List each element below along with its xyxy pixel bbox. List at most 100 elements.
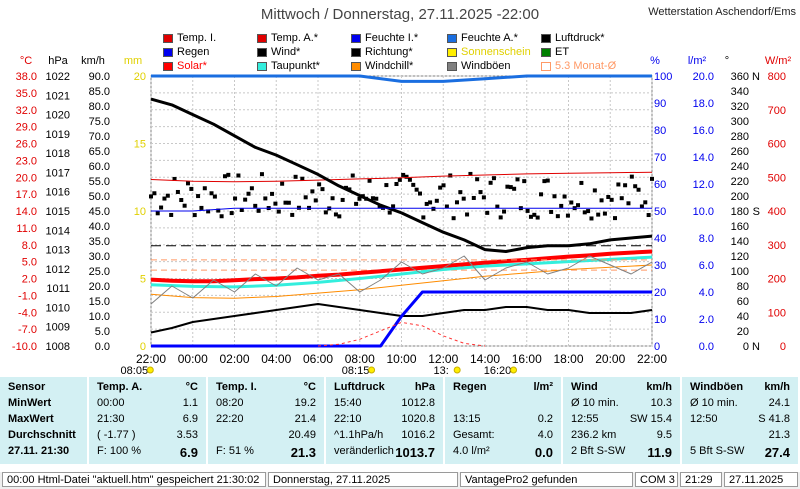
et-tick-label: 12.0: [693, 179, 714, 191]
series-line: [151, 290, 652, 348]
x-tick-label: 22:00: [637, 352, 667, 366]
direction-point: [512, 186, 517, 191]
direction-point: [199, 205, 204, 210]
stats-value: S 41.8: [758, 413, 790, 425]
direction-point: [374, 196, 379, 201]
stats-row: ( -1.77 ) 3.53: [89, 429, 206, 445]
dir-compass-label: N: [752, 341, 760, 353]
direction-point: [172, 176, 177, 181]
stats-label: 21:30: [97, 413, 125, 425]
et-tick-label: 18.0: [693, 98, 714, 110]
solar-tick-label: 800: [768, 71, 786, 83]
direction-point: [639, 204, 644, 209]
humidity-tick-label: 90: [654, 98, 666, 110]
series-line: [151, 207, 652, 212]
stats-label: 2 Bft S-SW: [571, 445, 626, 457]
direction-point: [397, 177, 402, 182]
stats-label: MaxWert: [8, 413, 54, 425]
direction-point: [636, 187, 641, 192]
temp-tick-label: 8.0: [22, 240, 37, 252]
dir-tick-label: 320: [731, 101, 749, 113]
stats-value: 4.0: [537, 429, 553, 441]
legend-item: Sonnenschein: [447, 46, 531, 58]
direction-point: [222, 174, 227, 179]
direction-point: [592, 188, 597, 193]
sun-marker: [510, 366, 518, 374]
stats-row: Temp. I. °C: [208, 381, 324, 397]
stats-panel: Regen l/m² 13:15 0.2 Gesamt: 4.0 4.0 l/m² 0.0: [445, 377, 563, 464]
pressure-tick-label: 1010: [46, 302, 70, 314]
x-tick-label: 22:00: [136, 352, 166, 366]
status-cell: 21:29: [680, 472, 722, 487]
temp-tick-label: -7.0: [18, 324, 37, 336]
direction-point: [233, 196, 238, 201]
legend-swatch: [257, 47, 267, 57]
pressure-tick-label: 1016: [46, 187, 70, 199]
direction-point: [337, 214, 342, 219]
stats-value: °C: [185, 381, 198, 393]
stats-row: 13:15 0.2: [445, 413, 561, 429]
stats-label: 12:55: [571, 413, 599, 425]
direction-point: [330, 196, 335, 201]
legend-label: Feuchte I.*: [365, 32, 419, 44]
direction-point: [444, 204, 449, 209]
series-line: [317, 321, 486, 347]
stats-value: 9.5: [656, 429, 672, 441]
et-tick-label: 16.0: [693, 125, 714, 137]
direction-point: [539, 192, 544, 197]
direction-point: [165, 193, 170, 198]
legend-label: Solar*: [177, 60, 207, 72]
stats-row: Ø 10 min. 24.1: [682, 397, 798, 413]
temp-tick-label: 5.0: [22, 257, 37, 269]
stats-label: F: 51 %: [216, 445, 254, 457]
legend-item: Luftdruck*: [541, 32, 605, 44]
wind-tick-label: 25.0: [89, 266, 110, 278]
direction-point: [333, 212, 338, 217]
direction-point: [434, 198, 439, 203]
pressure-tick-label: 1021: [46, 90, 70, 102]
direction-point: [461, 196, 466, 201]
direction-point: [310, 189, 315, 194]
x-tick-label: 14:00: [470, 352, 500, 366]
stats-panel: Temp. I. °C 08:20 19.2 22:20 21.4 20.49 F: 51 %…: [208, 377, 326, 464]
direction-point: [542, 179, 547, 184]
direction-point: [209, 191, 214, 196]
legend-label: Taupunkt*: [271, 60, 320, 72]
legend-label: Windchill*: [365, 60, 414, 72]
rain-tick-label: 10: [134, 206, 146, 218]
pressure-unit: hPa: [48, 55, 68, 67]
et-unit: l/m²: [688, 55, 707, 67]
solar-tick-label: 700: [768, 105, 786, 117]
direction-point: [411, 182, 416, 187]
direction-point: [340, 197, 345, 202]
temp-tick-label: 20.0: [16, 172, 37, 184]
series-line: [150, 97, 653, 253]
direction-point: [438, 185, 443, 190]
legend-swatch: [351, 47, 361, 57]
dir-tick-label: 240: [731, 161, 749, 173]
humidity-unit: %: [650, 55, 660, 67]
direction-point: [206, 209, 211, 214]
direction-point: [256, 208, 261, 213]
x-tick-label: 12:00: [428, 352, 458, 366]
stats-row: 22:10 1020.8: [326, 413, 443, 429]
stats-label: 08:20: [216, 397, 244, 409]
station-name: Wetterstation Aschendorf/Ems: [648, 6, 796, 18]
stats-value: l/m²: [533, 381, 553, 393]
temp-tick-label: 11.0: [16, 223, 37, 235]
direction-point: [552, 194, 557, 199]
legend-item: Richtung*: [351, 46, 413, 58]
stats-row: Regen l/m²: [445, 381, 561, 397]
legend-label: Feuchte A.*: [461, 32, 518, 44]
stats-panel: Windböen km/h Ø 10 min. 24.1 12:50 S 41.8 21.3…: [682, 377, 800, 464]
solar-tick-label: 300: [768, 240, 786, 252]
direction-point: [586, 209, 591, 214]
series-line: [151, 74, 652, 83]
stats-row: Ø 10 min. 10.3: [563, 397, 680, 413]
temp-tick-label: 23.0: [16, 155, 37, 167]
et-tick-label: 4.0: [699, 287, 714, 299]
status-cell: COM 3: [635, 472, 678, 487]
temp-tick-label: -10.0: [12, 341, 37, 353]
legend-label: Sonnenschein: [461, 46, 531, 58]
direction-point: [596, 212, 601, 217]
